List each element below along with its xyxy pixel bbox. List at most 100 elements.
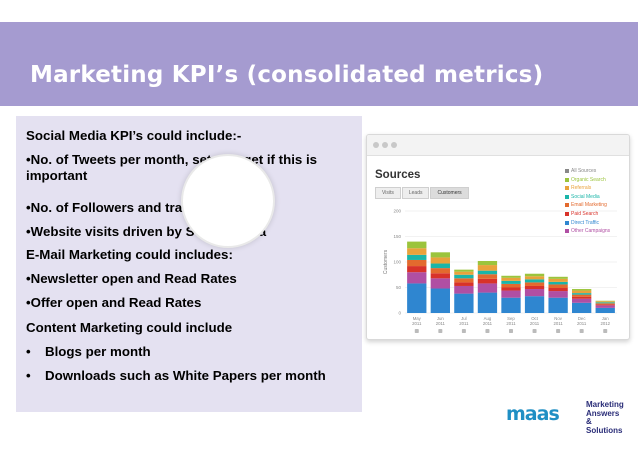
legend-swatch <box>565 203 569 208</box>
x-tick-label: 2011 <box>436 321 446 326</box>
bar-segment <box>548 284 568 289</box>
tab-leads[interactable]: Leads <box>401 187 430 199</box>
bullet-marker: • <box>26 368 31 383</box>
bar-detail-icon <box>556 329 561 333</box>
sources-chart-screenshot: Sources Visits Leads Customers 0 50 100 150… <box>366 134 630 340</box>
x-tick-label: Sep <box>507 316 515 321</box>
bar-detail-icon <box>414 329 419 333</box>
bullet-followers: •No. of Followers and traction <box>26 200 214 215</box>
bar-detail-icon <box>509 329 513 333</box>
legend-swatch <box>565 177 569 182</box>
sources-heading: Sources <box>375 169 421 181</box>
bar-segment <box>572 298 592 303</box>
x-tick-label: Jun <box>437 316 445 321</box>
bar-segment <box>407 272 427 284</box>
bar-segment <box>572 302 592 313</box>
bar-segment <box>548 288 568 292</box>
bar-segment <box>524 273 545 277</box>
bar-segment <box>477 265 498 271</box>
y-tick-label: 50 <box>396 285 402 290</box>
tab-visits[interactable]: Visits <box>375 187 401 199</box>
bar-segment <box>430 288 450 313</box>
bar-segment <box>595 304 615 306</box>
bar-segment <box>454 282 474 286</box>
bullet-text: Downloads such as White Papers per month <box>45 368 326 383</box>
x-tick-label: 2011 <box>553 321 563 326</box>
x-tick-label: Jul <box>461 316 467 321</box>
legend-label: All Sources <box>571 168 597 174</box>
bar-detail-icon <box>461 329 466 333</box>
bullet-tweets: •No. of Tweets per month, set a target i… <box>26 152 318 183</box>
bar-detail-icon <box>532 329 537 333</box>
x-tick-label: Dec <box>578 316 586 321</box>
bar-segment <box>430 268 450 274</box>
legend-swatch <box>565 220 569 225</box>
window-dot <box>382 142 388 148</box>
legend-swatch <box>565 186 569 191</box>
bar-segment <box>548 276 568 279</box>
bar-segment <box>454 269 474 272</box>
x-tick-label: 2011 <box>577 321 587 326</box>
legend-label: Organic Search <box>571 176 606 183</box>
bar-segment <box>595 300 615 302</box>
logo-line: Marketing <box>586 400 624 409</box>
legend-swatch <box>565 212 569 216</box>
section-heading-social: Social Media KPI’s could include:- <box>26 128 242 143</box>
y-tick-label: 200 <box>393 209 401 214</box>
bar-segment <box>595 307 615 313</box>
bar-segment <box>477 283 498 293</box>
bar-segment <box>477 278 498 284</box>
legend-swatch <box>565 194 569 199</box>
bar-detail-icon <box>485 329 490 333</box>
legend-label: Paid Search <box>571 211 599 217</box>
bar-segment <box>501 280 521 284</box>
bar-segment <box>595 301 615 303</box>
bullet-offer: •Offer open and Read Rates <box>26 295 202 310</box>
x-tick-label: 2012 <box>600 321 610 326</box>
bullet-downloads: • Downloads such as White Papers per mont… <box>26 368 326 384</box>
company-logo: maas Marketing Answers & Solutions <box>506 400 626 434</box>
x-tick-label: Aug <box>484 316 492 321</box>
bar-segment <box>407 266 427 273</box>
section-heading-content: Content Marketing could include <box>26 320 233 335</box>
metric-tabs: Visits Leads Customers <box>375 187 470 199</box>
bar-segment <box>501 277 521 281</box>
bar-segment <box>407 283 427 313</box>
y-axis-label: Customers <box>383 249 389 274</box>
y-tick-label: 0 <box>398 311 401 316</box>
bar-detail-icon <box>603 329 608 333</box>
bar-segment <box>501 283 521 288</box>
bar-segment <box>524 285 545 290</box>
bar-segment <box>501 287 521 291</box>
bar-segment <box>407 248 427 255</box>
bar-detail-icon <box>438 329 443 333</box>
slide-title: Marketing KPI’s (consolidated metrics) <box>30 62 544 88</box>
bar-segment <box>595 305 615 308</box>
x-tick-label: 2011 <box>506 321 516 326</box>
content-box <box>16 116 362 412</box>
bullet-marker: • <box>26 344 31 359</box>
bullet-blogs: • Blogs per month <box>26 344 151 360</box>
x-tick-label: 2011 <box>530 321 540 326</box>
bar-segment <box>430 252 450 258</box>
bar-segment <box>524 289 545 297</box>
tab-customers[interactable]: Customers <box>430 187 469 199</box>
bar-segment <box>454 278 474 283</box>
x-tick-label: 2011 <box>483 321 493 326</box>
logo-text: Marketing Answers & Solutions <box>586 400 626 435</box>
legend-label: Social Media <box>571 193 600 200</box>
bar-segment <box>572 290 592 294</box>
bar-segment <box>524 276 545 280</box>
y-tick-label: 150 <box>393 234 401 239</box>
bullet-newsletter: •Newsletter open and Read Rates <box>26 271 237 286</box>
bar-segment <box>572 296 592 299</box>
x-tick-label: Oct <box>531 316 538 321</box>
bar-segment <box>454 293 474 313</box>
bar-segment <box>595 302 615 304</box>
bar-segment <box>548 281 568 285</box>
stacked-bar-chart: 050100150200CustomersMay2011Jun2011Jul20… <box>383 209 617 333</box>
y-tick-label: 100 <box>393 260 401 265</box>
bar-segment <box>501 290 521 298</box>
x-tick-label: Nov <box>554 316 562 321</box>
bar-segment <box>430 278 450 289</box>
